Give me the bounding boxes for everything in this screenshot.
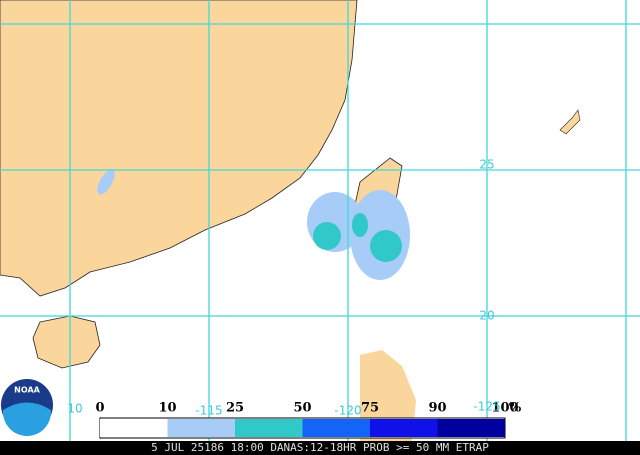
graticule bbox=[0, 0, 640, 441]
ryukyu bbox=[559, 109, 581, 135]
lat-label: 25 bbox=[479, 158, 494, 172]
lat-label: 20 bbox=[479, 309, 494, 323]
noaa-logo: NOAA bbox=[1, 379, 53, 436]
precip-core bbox=[370, 230, 402, 262]
legend-swatch bbox=[235, 419, 303, 437]
legend-label: 25 bbox=[226, 401, 244, 416]
hainan bbox=[32, 315, 101, 369]
legend-label: 100 bbox=[491, 401, 518, 416]
legend-swatch bbox=[370, 419, 438, 437]
footer-bar bbox=[0, 441, 640, 455]
legend: 0 10 25 50 75 90 100% bbox=[95, 401, 522, 437]
mainland bbox=[0, 0, 358, 297]
precip bbox=[307, 190, 410, 280]
logo-wave bbox=[3, 402, 51, 436]
legend-label: 50 bbox=[293, 401, 311, 416]
legend-swatch bbox=[100, 419, 168, 437]
logo-text: NOAA bbox=[14, 386, 40, 395]
lon-label: -125 bbox=[473, 400, 500, 414]
legend-label: 75 bbox=[361, 401, 379, 416]
footer-text: 5 JUL 25186 18:00 DANAS:12-18HR PROB >= … bbox=[151, 441, 489, 454]
lon-label: -115 bbox=[195, 404, 222, 418]
lon-label: -120 bbox=[334, 404, 361, 418]
legend-label: 0 bbox=[95, 401, 104, 416]
legend-swatch bbox=[167, 419, 235, 437]
precip-core bbox=[313, 222, 341, 250]
lon-label: 10 bbox=[67, 402, 82, 416]
legend-swatch bbox=[302, 419, 370, 437]
legend-label: 10 bbox=[158, 401, 176, 416]
legend-label: 90 bbox=[428, 401, 446, 416]
precip-core bbox=[352, 213, 368, 237]
legend-swatch bbox=[437, 419, 505, 437]
legend-unit: % bbox=[509, 401, 522, 416]
lake bbox=[97, 169, 115, 195]
